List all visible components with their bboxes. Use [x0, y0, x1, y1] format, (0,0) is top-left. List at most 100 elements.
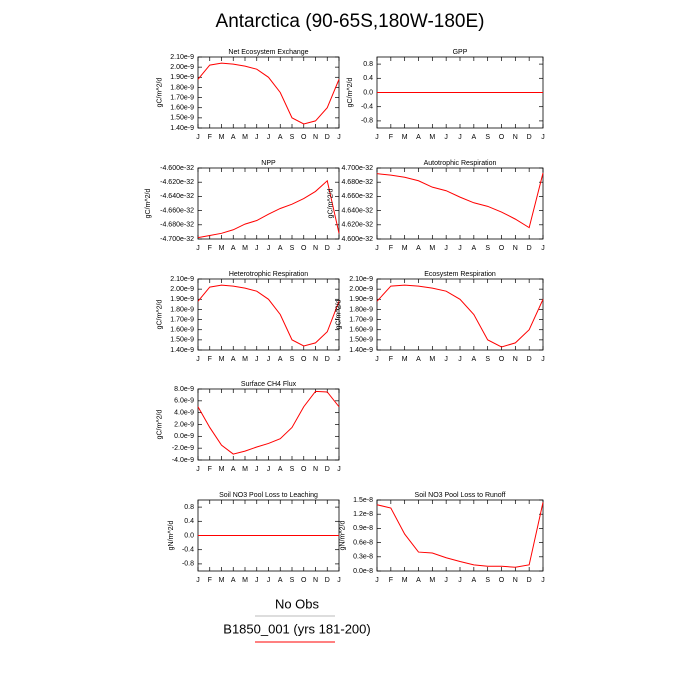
x-tick-label: O: [499, 245, 505, 252]
plot-frame: [376, 499, 544, 572]
y-tick-label: 1.70e-9: [170, 94, 194, 101]
x-tick-label: A: [278, 134, 283, 141]
y-tick-label: 2.10e-9: [170, 54, 194, 61]
y-tick-label: 2.00e-9: [170, 64, 194, 71]
y-tick-label: 1.60e-9: [170, 105, 194, 112]
y-tick-label: -0.8: [182, 561, 194, 568]
panel-title: Surface CH4 Flux: [241, 381, 297, 388]
x-tick-label: J: [337, 356, 341, 363]
x-tick-label: S: [485, 577, 490, 584]
plot-frame: [376, 278, 544, 351]
legend-label: No Obs: [275, 596, 320, 611]
x-tick-label: M: [242, 356, 248, 363]
x-tick-label: M: [402, 356, 408, 363]
y-tick-label: 2.00e-9: [349, 286, 373, 293]
y-tick-label: -0.4: [361, 104, 373, 111]
x-tick-label: J: [541, 356, 545, 363]
legend-label: B1850_001 (yrs 181-200): [223, 621, 370, 636]
y-tick-label: 1.60e-9: [170, 327, 194, 334]
x-tick-label: S: [485, 245, 490, 252]
x-tick-label: D: [325, 356, 330, 363]
x-tick-label: J: [196, 245, 200, 252]
y-tick-label: 0.4: [363, 75, 373, 82]
x-tick-label: J: [255, 577, 259, 584]
data-line: [376, 172, 544, 229]
panel-title: Net Ecosystem Exchange: [228, 49, 308, 56]
x-tick-label: O: [301, 356, 307, 363]
y-tick-label: 1.90e-9: [170, 296, 194, 303]
y-axis-label: gC/m^2/d: [157, 300, 164, 330]
x-tick-label: O: [499, 134, 505, 141]
x-tick-label: A: [231, 134, 236, 141]
y-tick-label: 0.4: [184, 518, 194, 525]
y-tick-label: -4.680e-32: [160, 222, 194, 229]
x-tick-label: J: [375, 356, 379, 363]
y-axis-label: gC/m^2/d: [347, 78, 354, 108]
x-tick-label: F: [208, 577, 212, 584]
x-tick-label: F: [208, 134, 212, 141]
x-tick-label: S: [290, 245, 295, 252]
x-tick-label: M: [219, 356, 225, 363]
x-tick-label: A: [471, 134, 476, 141]
y-tick-label: -2.0e-9: [172, 445, 194, 452]
x-tick-label: O: [301, 577, 307, 584]
x-tick-label: M: [219, 134, 225, 141]
x-tick-label: D: [527, 577, 532, 584]
x-tick-label: M: [402, 134, 408, 141]
y-tick-label: 4.640e-32: [341, 207, 373, 214]
x-tick-label: J: [444, 245, 448, 252]
data-line: [376, 502, 544, 568]
y-tick-label: 1.50e-9: [170, 115, 194, 122]
x-tick-label: N: [513, 577, 518, 584]
x-tick-label: J: [196, 466, 200, 473]
x-tick-label: D: [325, 466, 330, 473]
y-tick-label: 1.90e-9: [170, 74, 194, 81]
x-tick-label: J: [444, 356, 448, 363]
x-tick-label: A: [416, 134, 421, 141]
x-tick-label: F: [389, 356, 393, 363]
x-tick-label: J: [196, 577, 200, 584]
x-tick-label: J: [541, 577, 545, 584]
panel-title: Soil NO3 Pool Loss to Leaching: [219, 492, 318, 499]
x-tick-label: M: [219, 466, 225, 473]
x-tick-label: F: [389, 577, 393, 584]
x-tick-label: D: [325, 245, 330, 252]
x-tick-label: N: [513, 356, 518, 363]
panel-title: Autotrophic Respiration: [424, 160, 497, 167]
x-tick-label: F: [208, 466, 212, 473]
y-tick-label: 4.700e-32: [341, 165, 373, 172]
x-tick-label: M: [242, 466, 248, 473]
x-tick-label: J: [375, 577, 379, 584]
y-tick-label: 2.10e-9: [349, 276, 373, 283]
x-tick-label: J: [267, 245, 271, 252]
figure-title: Antarctica (90-65S,180W-180E): [216, 11, 485, 32]
data-line: [197, 390, 340, 455]
plot-frame: [197, 388, 340, 461]
y-tick-label: 1.40e-9: [170, 347, 194, 354]
y-tick-label: 0.0e-8: [353, 568, 373, 575]
data-line: [197, 284, 340, 347]
x-tick-label: S: [290, 134, 295, 141]
panel-title: Soil NO3 Pool Loss to Runoff: [415, 492, 506, 499]
x-tick-label: J: [267, 134, 271, 141]
x-tick-label: A: [471, 245, 476, 252]
x-tick-label: J: [196, 134, 200, 141]
y-tick-label: 0.6e-8: [353, 539, 373, 546]
x-tick-label: A: [471, 577, 476, 584]
x-tick-label: N: [313, 466, 318, 473]
x-tick-label: J: [337, 466, 341, 473]
y-tick-label: -0.8: [361, 118, 373, 125]
plot-frame: [197, 278, 340, 351]
plot-frame: [197, 56, 340, 129]
x-tick-label: A: [231, 466, 236, 473]
x-tick-label: D: [527, 356, 532, 363]
x-tick-label: D: [325, 134, 330, 141]
x-tick-label: J: [375, 134, 379, 141]
data-line: [197, 62, 340, 125]
y-tick-label: 2.0e-9: [174, 421, 194, 428]
y-axis-label: gN/m^2/d: [339, 521, 346, 551]
x-tick-label: F: [208, 356, 212, 363]
y-tick-label: 1.40e-9: [349, 347, 373, 354]
x-tick-label: A: [278, 356, 283, 363]
